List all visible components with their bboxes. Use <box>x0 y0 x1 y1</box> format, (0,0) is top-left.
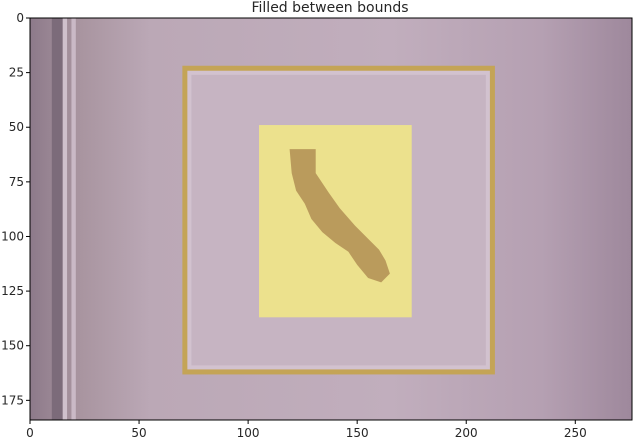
y-tick-label: 175 <box>1 393 24 407</box>
x-tick-label: 250 <box>564 426 587 440</box>
y-tick-label: 0 <box>16 11 24 25</box>
chart-title: Filled between bounds <box>251 0 408 16</box>
y-tick-label: 100 <box>1 229 24 243</box>
y-axis: 0 25 50 75 100 125 150 175 <box>1 11 30 407</box>
door-trim <box>62 18 68 420</box>
y-tick-label: 75 <box>9 175 24 189</box>
photo-image <box>30 18 632 420</box>
x-tick-label: 100 <box>237 426 260 440</box>
axes-frame <box>29 17 633 421</box>
x-tick-label: 0 <box>26 426 34 440</box>
door-trim <box>71 18 76 420</box>
y-tick-label: 50 <box>9 120 24 134</box>
x-axis: 0 50 100 150 200 250 <box>26 420 587 440</box>
y-tick-label: 150 <box>1 339 24 353</box>
x-tick-label: 150 <box>346 426 369 440</box>
y-tick-label: 25 <box>9 66 24 80</box>
x-tick-label: 50 <box>131 426 146 440</box>
door-trim <box>51 18 63 420</box>
y-tick-label: 125 <box>1 284 24 298</box>
california-map <box>289 149 390 283</box>
x-tick-label: 200 <box>455 426 478 440</box>
